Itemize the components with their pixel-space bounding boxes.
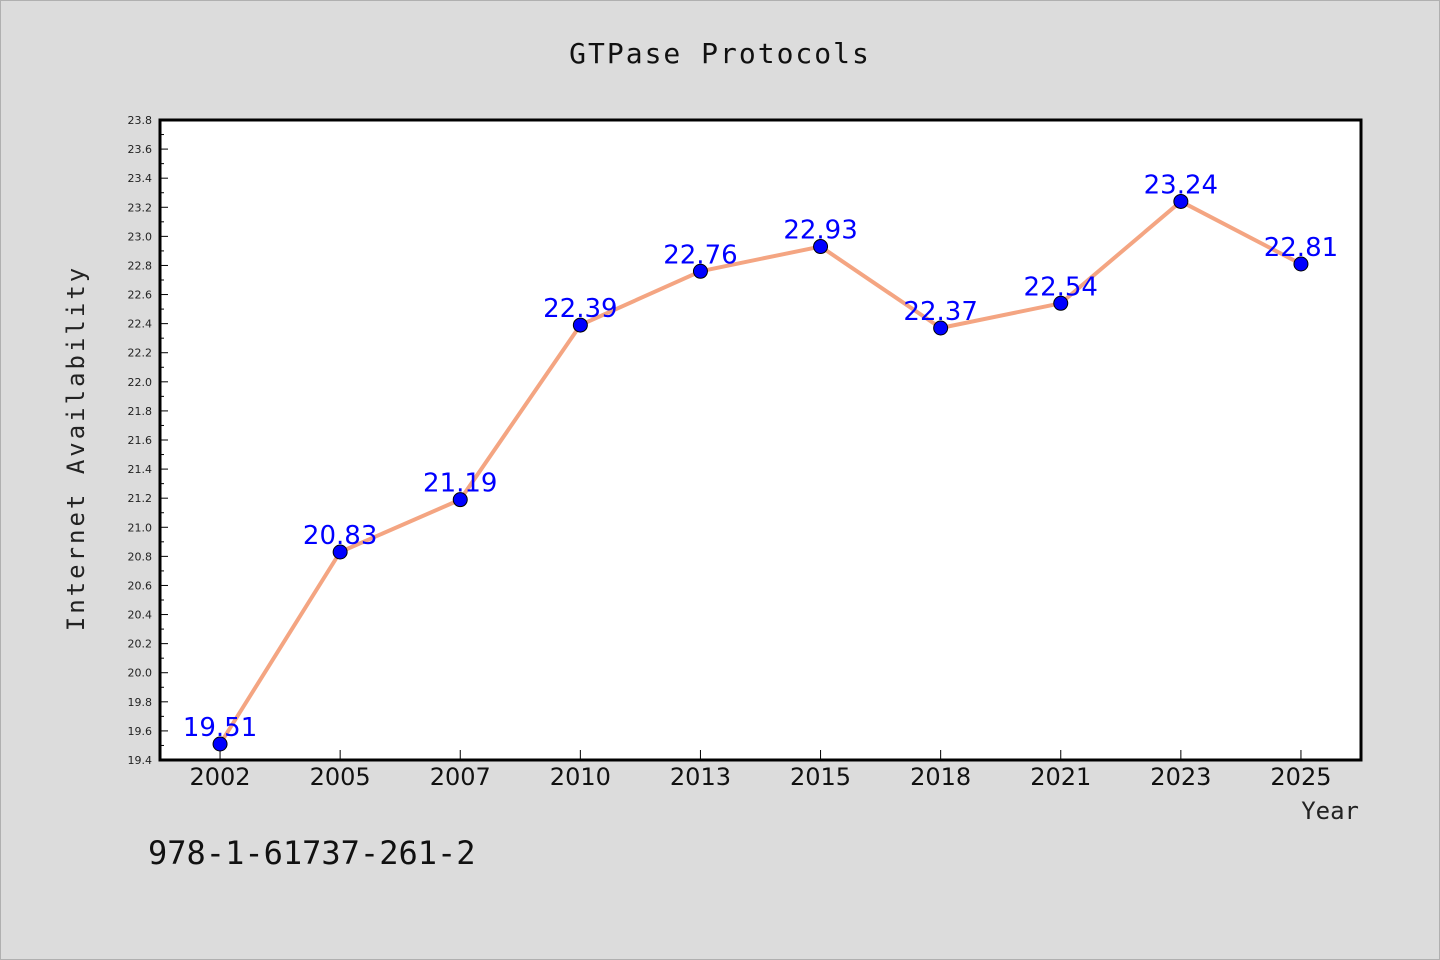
data-point [332,544,348,560]
x-tick-label: 2021 [1030,763,1091,791]
data-point [692,263,708,279]
y-tick-label: 21.6 [128,434,153,447]
x-axis-label: Year [1301,797,1359,825]
data-point [1293,256,1309,272]
data-label: 22.54 [1024,272,1098,302]
data-label: 22.81 [1264,233,1338,263]
data-point [813,239,829,255]
y-tick-label: 21.0 [128,521,153,534]
data-point [933,320,949,336]
x-tick-label: 2010 [550,763,611,791]
y-tick-label: 22.4 [128,318,153,331]
data-point [1173,193,1189,209]
x-tick-label: 2018 [910,763,971,791]
y-tick-label: 22.2 [128,347,153,360]
y-tick-label: 22.6 [128,289,153,302]
plot-area [158,118,1363,762]
x-tick-label: 2007 [430,763,491,791]
y-tick-label: 21.2 [128,492,153,505]
y-tick-label: 23.8 [128,114,153,127]
chart-title: GTPase Protocols [569,37,871,70]
series-line-group [218,199,1302,746]
y-tick-label: 23.6 [128,143,153,156]
isbn-footnote: 978-1-61737-261-2 [148,834,476,872]
data-labels-group: 19.51 20.83 21.19 22.39 22.76 22.93 22.37 22.54… [183,170,1338,743]
y-tick-label: 20.2 [128,638,153,651]
y-tick-label: 19.4 [128,754,153,767]
series-line [218,199,1302,746]
data-point [212,736,228,752]
x-tick-label: 2025 [1270,763,1331,791]
y-tick-label: 22.8 [128,259,153,272]
data-label: 22.37 [903,297,977,327]
y-tick-label: 20.8 [128,550,153,563]
data-label: 22.93 [783,216,857,246]
markers-group [212,193,1309,752]
y-axis: 19.4 19.6 19.8 20.0 20.2 20.4 20.6 20.8 21.0 21.2… [128,114,168,767]
y-tick-label: 20.6 [128,579,153,592]
y-tick-label: 23.4 [128,172,153,185]
y-tick-label: 19.8 [128,696,153,709]
y-tick-label: 21.4 [128,463,153,476]
data-label: 19.51 [183,713,257,743]
data-point [572,317,588,333]
x-tick-label: 2013 [670,763,731,791]
x-tick-label: 2002 [190,763,251,791]
y-tick-label: 23.0 [128,230,153,243]
data-label: 23.24 [1144,170,1218,200]
data-label: 22.39 [543,294,617,324]
data-point [1053,295,1069,311]
y-tick-label: 20.4 [128,609,153,622]
y-tick-label: 22.0 [128,376,153,389]
y-tick-label: 21.8 [128,405,153,418]
data-label: 22.76 [663,240,737,270]
data-point [452,492,468,508]
data-label: 20.83 [303,521,377,551]
x-tick-label: 2005 [310,763,371,791]
x-tick-label: 2023 [1150,763,1211,791]
y-tick-label: 20.0 [128,667,153,680]
x-tick-label: 2015 [790,763,851,791]
y-tick-label: 23.2 [128,201,153,214]
x-axis: 2002 2005 2007 2010 2013 2015 2018 2021 2023 2025 [190,750,1331,791]
data-label: 21.19 [423,469,497,499]
y-tick-label: 19.6 [128,725,153,738]
y-axis-label: Internet Availability [62,265,90,631]
